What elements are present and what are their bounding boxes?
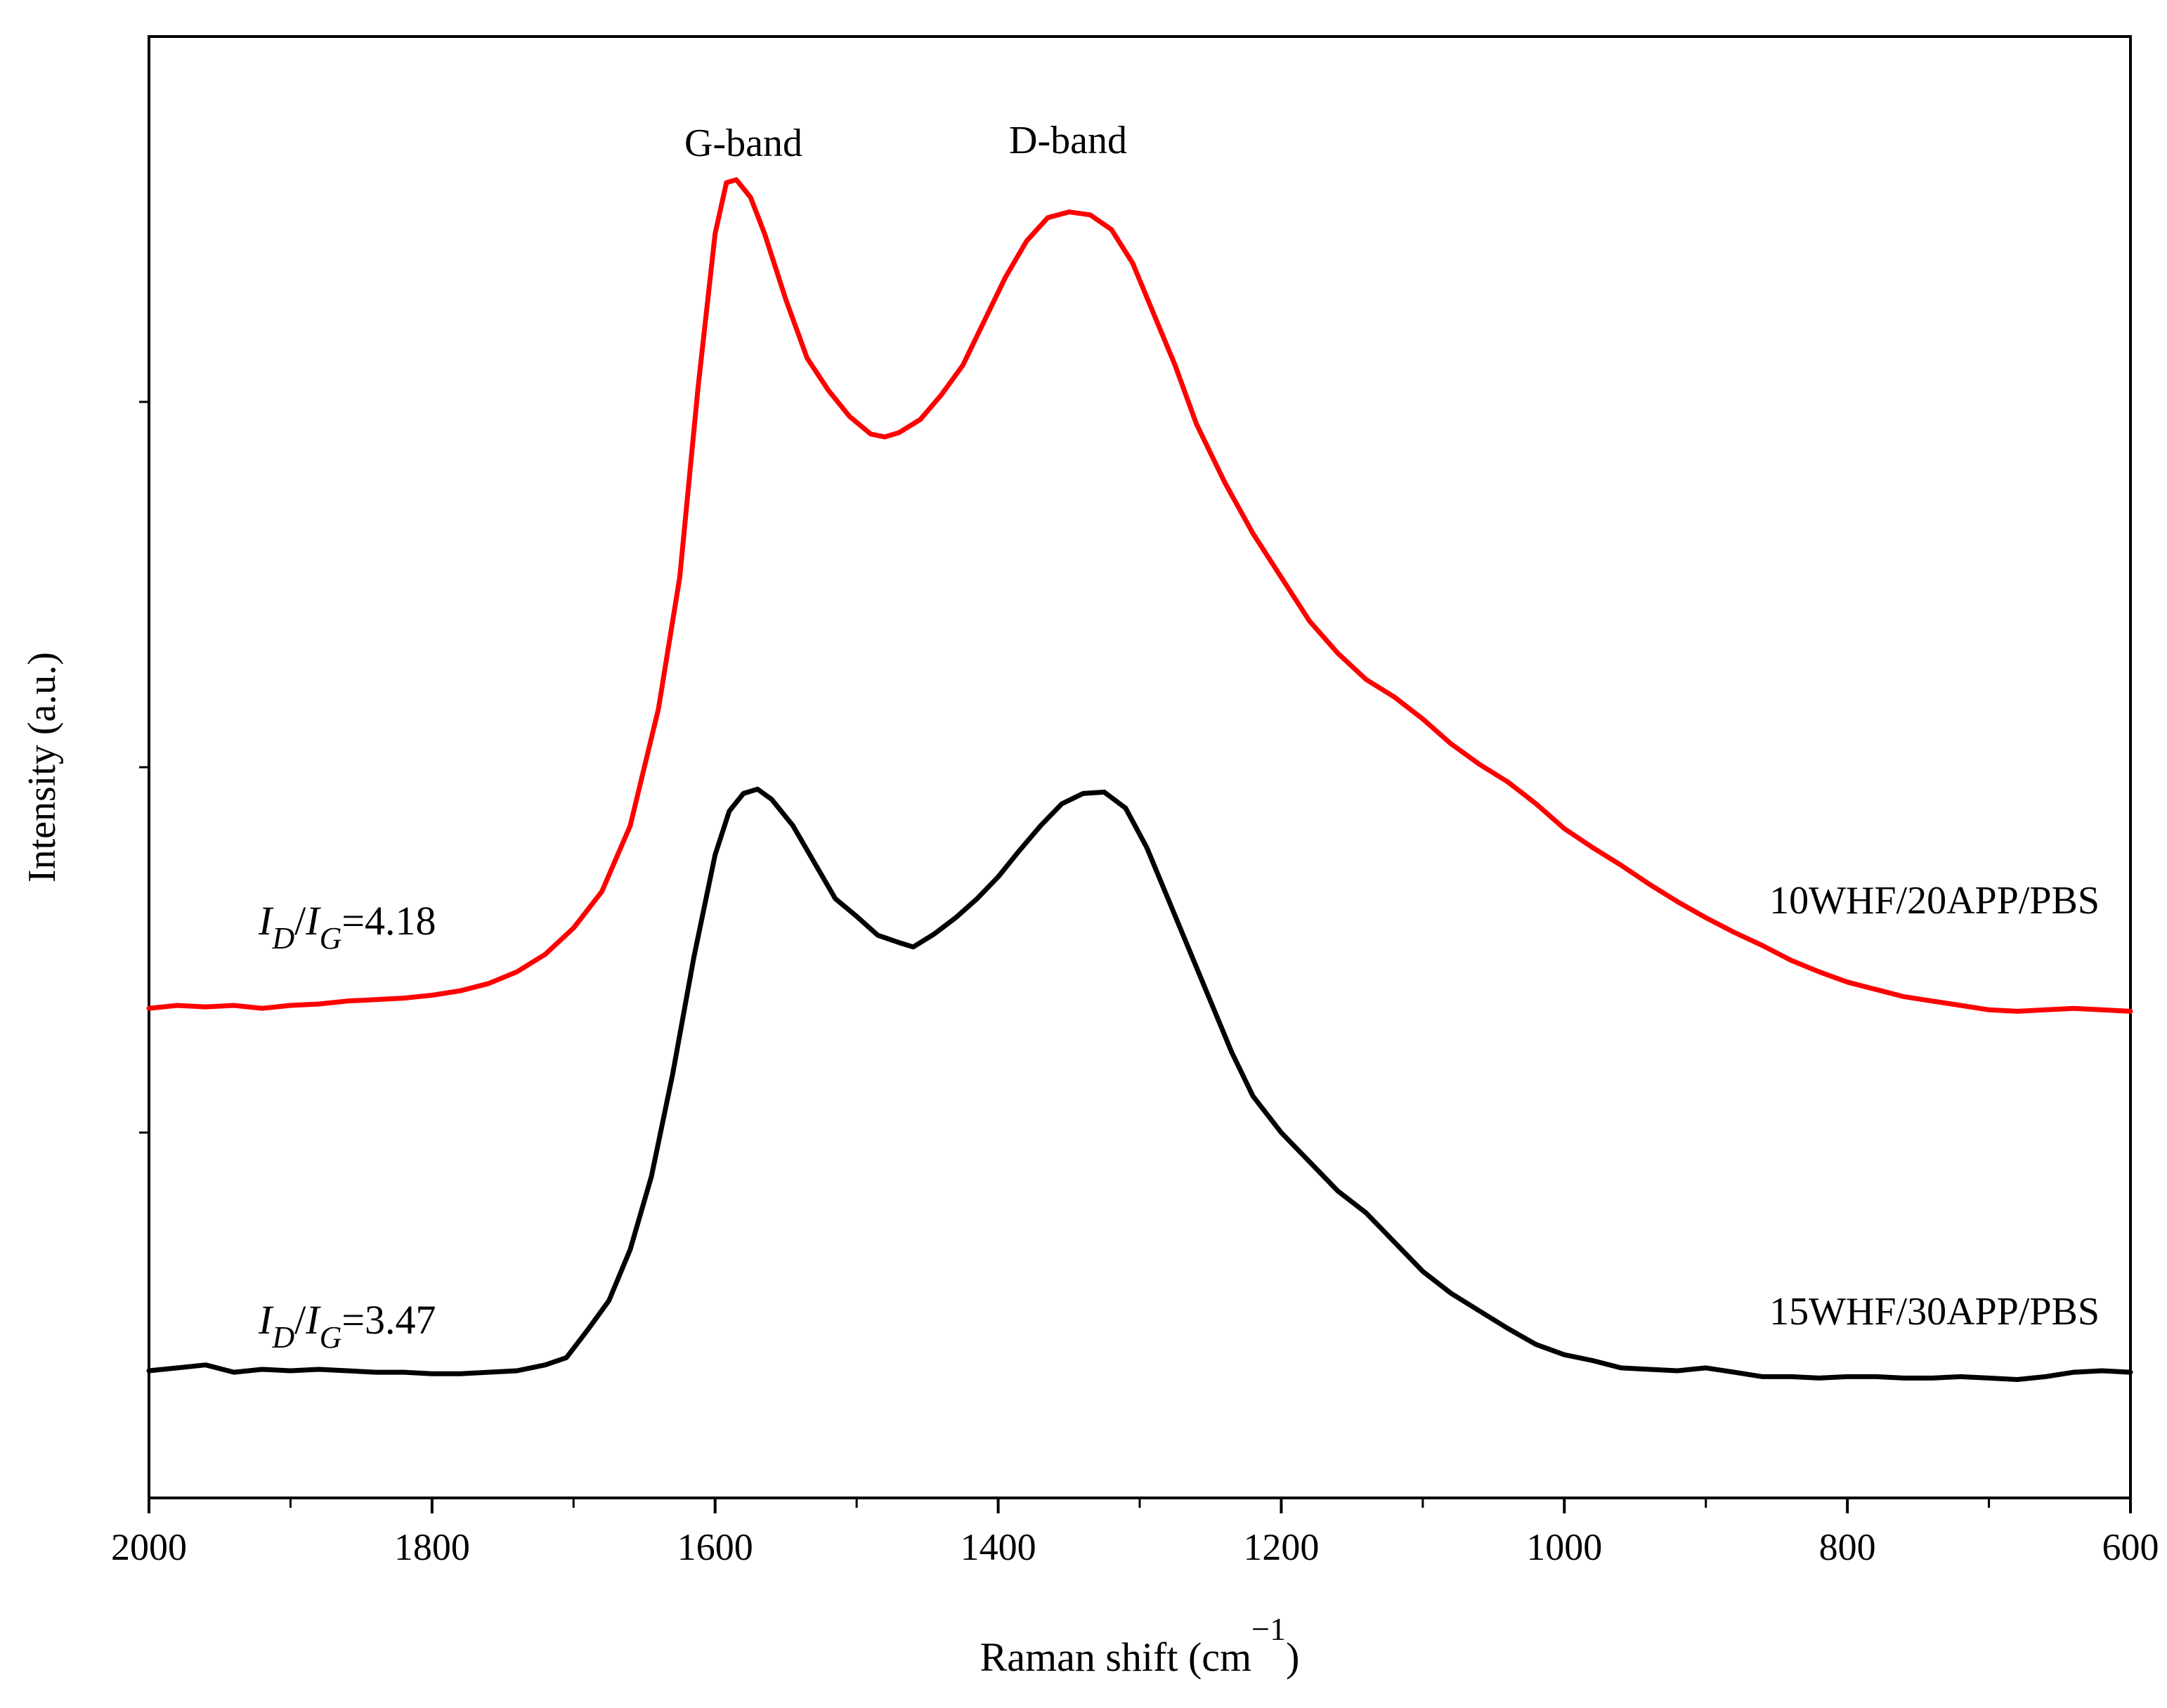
ratio-label-15whf-ig-sub: G [320, 1320, 342, 1355]
ratio-label-10whf-id-sub: D [271, 921, 294, 956]
series-line-15whf [146, 786, 2133, 1382]
x-axis-title: Raman shift (cm−1) [980, 1611, 1300, 1680]
ratio-label-15whf: ID/IG=3.47 [258, 1297, 436, 1355]
x-axis-title-superscript: −1 [1251, 1611, 1286, 1647]
x-tick-label: 1600 [677, 1526, 753, 1568]
x-tick-label: 1200 [1243, 1526, 1319, 1568]
x-axis-title-main: Raman shift (cm [980, 1634, 1252, 1680]
x-tick-label: 1000 [1526, 1526, 1602, 1568]
g-band-annotation: G-band [684, 122, 802, 165]
x-tick-label: 800 [1819, 1526, 1876, 1568]
ratio-label-15whf-ig: I [305, 1297, 321, 1343]
x-axis-ticks: 2000 1800 1600 1400 1200 1000 800 600 [111, 1498, 2159, 1568]
series-label-15whf: 15WHF/30APP/PBS [1769, 1290, 2100, 1334]
x-tick-label: 1400 [961, 1526, 1036, 1568]
ratio-label-10whf-slash: / [294, 898, 306, 944]
d-band-annotation: D-band [1009, 119, 1127, 162]
ratio-label-15whf-id-sub: D [271, 1320, 294, 1355]
ratio-label-10whf-value: =4.18 [341, 898, 436, 944]
x-tick-label: 1800 [394, 1526, 470, 1568]
y-axis-ticks [139, 400, 149, 1134]
series-line-10whf [146, 177, 2133, 1014]
x-axis-title-close: ) [1286, 1634, 1299, 1680]
ratio-label-10whf-id: I [258, 898, 274, 944]
plot-frame [148, 35, 2132, 1499]
ratio-label-10whf-ig: I [305, 898, 321, 944]
ratio-label-10whf: ID/IG=4.18 [258, 898, 436, 956]
ratio-label-15whf-id: I [258, 1297, 274, 1343]
ratio-label-15whf-slash: / [294, 1297, 306, 1343]
x-tick-label: 600 [2102, 1526, 2159, 1568]
series-label-10whf: 10WHF/20APP/PBS [1769, 879, 2100, 923]
series-layer [146, 177, 2133, 1382]
x-tick-label: 2000 [111, 1526, 187, 1568]
ratio-label-15whf-value: =3.47 [341, 1297, 436, 1343]
y-axis-title: Intensity (a.u.) [20, 652, 64, 882]
ratio-label-10whf-ig-sub: G [320, 921, 342, 956]
